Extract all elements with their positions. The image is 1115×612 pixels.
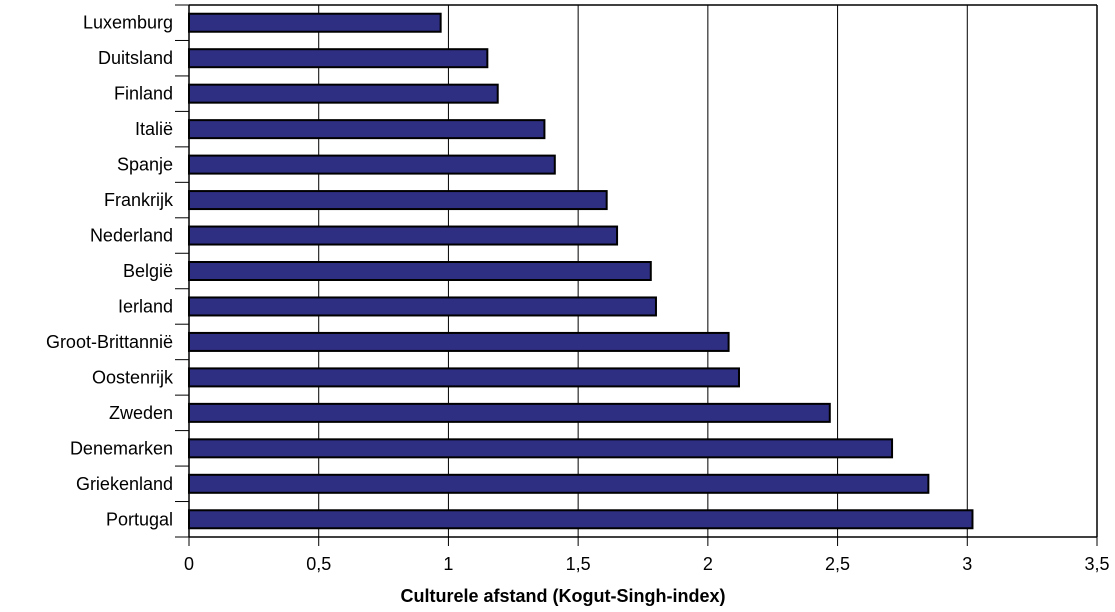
bar	[188, 154, 556, 175]
x-tick-label: 2	[703, 554, 713, 574]
bar	[188, 509, 974, 530]
category-label: Duitsland	[98, 48, 173, 68]
x-tick-label: 1,5	[566, 554, 591, 574]
x-tick-label: 0	[184, 554, 194, 574]
x-tick-label: 1	[443, 554, 453, 574]
x-tick-label: 3,5	[1084, 554, 1109, 574]
category-label: Italië	[135, 119, 173, 139]
bar	[188, 225, 619, 246]
axes	[175, 4, 1098, 546]
category-label: Ierland	[118, 296, 173, 316]
bar	[188, 48, 489, 69]
category-label: Frankrijk	[104, 190, 174, 210]
category-label: Zweden	[109, 403, 173, 423]
category-label: Nederland	[90, 226, 173, 246]
category-label: Griekenland	[76, 474, 173, 494]
bar	[188, 261, 652, 281]
category-label: België	[123, 261, 173, 281]
bar	[188, 402, 831, 423]
x-tick-label: 3	[962, 554, 972, 574]
category-label: Portugal	[106, 509, 173, 529]
category-label: Finland	[114, 84, 173, 104]
category-label: Groot-Brittannië	[46, 332, 173, 352]
bar	[188, 296, 657, 317]
x-tick-labels: 0 0,5 1 1,5 2 2,5 3 3,5	[184, 554, 1110, 574]
bar	[188, 331, 730, 352]
category-label: Denemarken	[70, 438, 173, 458]
x-tick-label: 2,5	[825, 554, 850, 574]
bar	[188, 473, 930, 494]
bar	[188, 438, 894, 459]
category-label: Spanje	[117, 155, 173, 175]
category-label: Oostenrijk	[92, 367, 174, 387]
x-axis-title: Culturele afstand (Kogut-Singh-index)	[401, 586, 726, 606]
bar	[188, 119, 546, 140]
bar	[188, 367, 740, 388]
category-label: Luxemburg	[83, 13, 173, 33]
bar	[188, 190, 608, 211]
x-tick-label: 0,5	[306, 554, 331, 574]
bars	[188, 12, 974, 530]
bar	[188, 12, 442, 33]
category-labels: Luxemburg Duitsland Finland Italië Spanje Fra…	[46, 13, 174, 530]
bar	[188, 83, 499, 104]
